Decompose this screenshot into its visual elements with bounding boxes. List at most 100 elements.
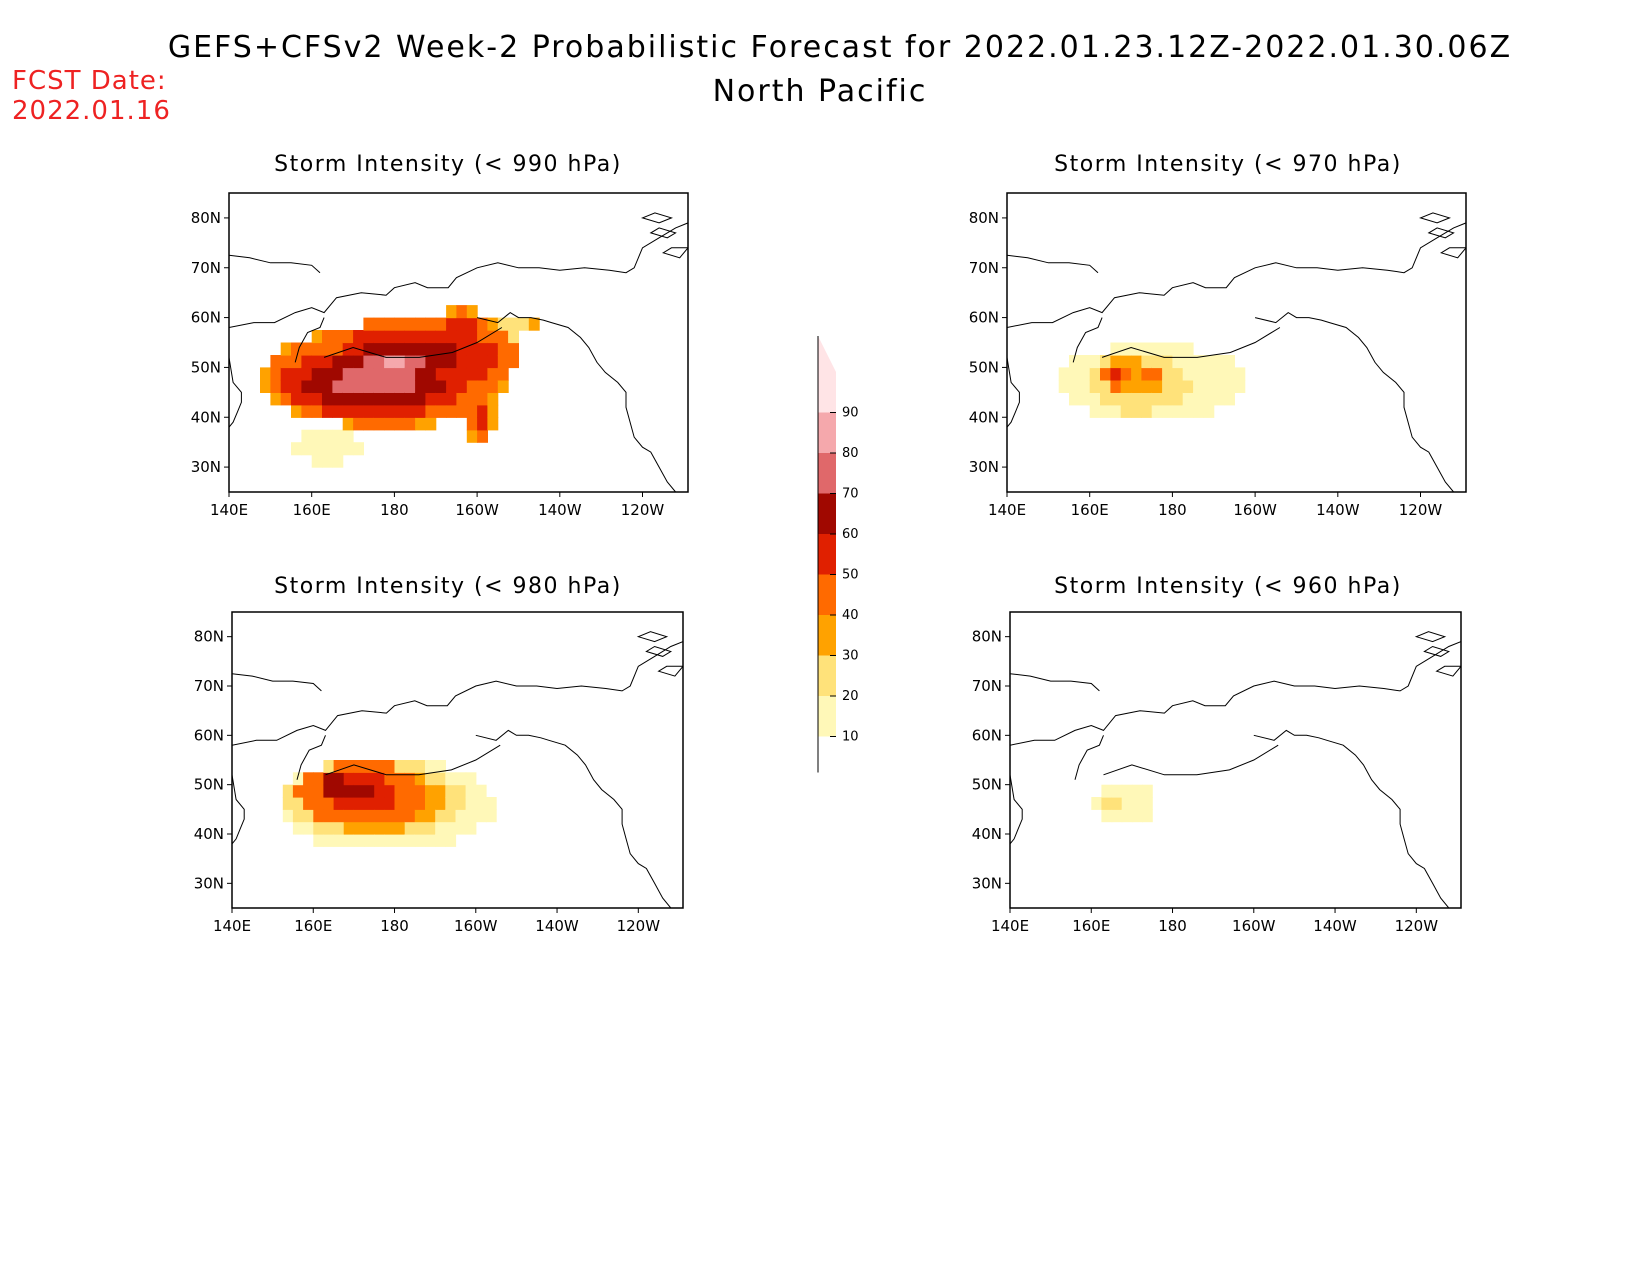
- probability-cell: [394, 342, 406, 356]
- probability-cell: [270, 355, 282, 369]
- probability-cell: [404, 355, 416, 369]
- probability-cell: [477, 429, 488, 443]
- probability-cell: [1182, 355, 1194, 369]
- probability-cell: [404, 342, 416, 356]
- probability-cell: [435, 834, 446, 847]
- probability-cell: [1120, 404, 1132, 418]
- probability-cell: [1079, 355, 1091, 369]
- probability-cell: [282, 809, 294, 823]
- probability-cell: [455, 809, 467, 823]
- probability-cell: [466, 379, 478, 393]
- probability-cell: [353, 417, 364, 431]
- probability-cell: [1058, 367, 1070, 381]
- probability-cell: [374, 809, 385, 823]
- lat-tick-label: 50N: [969, 358, 999, 376]
- probability-cell: [373, 317, 385, 331]
- probability-cell: [303, 772, 314, 786]
- coastlines: [1007, 212, 1466, 492]
- probability-cell: [1213, 355, 1225, 369]
- probability-cell: [280, 367, 292, 381]
- probability-cell: [373, 342, 385, 356]
- probability-cell: [1141, 379, 1153, 393]
- probability-cell: [497, 317, 509, 331]
- probability-cell: [1069, 392, 1080, 406]
- probability-cell: [353, 784, 365, 798]
- probability-cell: [528, 317, 540, 331]
- probability-cell: [404, 809, 416, 823]
- lon-tick-label: 160W: [455, 501, 499, 519]
- probability-cell: [404, 317, 416, 331]
- probability-cell: [394, 367, 406, 381]
- probability-cell: [414, 784, 426, 798]
- map-panel-960: 80N 70N 60N 50N 40N 30N 140E 160E 180 160W 140W 120…: [972, 611, 1462, 935]
- probability-cell: [322, 429, 333, 443]
- probability-cell: [425, 317, 437, 331]
- lon-tick-label: 120W: [617, 917, 661, 935]
- probability-cell: [425, 760, 436, 773]
- probability-cell: [1151, 367, 1163, 381]
- lat-tick-label: 30N: [191, 458, 221, 476]
- probability-cell: [1110, 342, 1122, 356]
- probability-cell: [363, 317, 375, 331]
- probability-cell: [466, 404, 478, 418]
- probability-cell: [363, 355, 375, 369]
- probability-cell: [1089, 355, 1101, 369]
- probability-cell: [333, 797, 345, 810]
- probability-cell: [1141, 342, 1153, 356]
- probability-cell: [455, 797, 467, 810]
- coastline: [1074, 735, 1104, 780]
- probability-cell: [332, 454, 344, 468]
- probability-cell: [466, 330, 478, 344]
- probability-cell: [1120, 392, 1132, 406]
- probability-cell: [270, 392, 282, 406]
- probability-cell: [342, 417, 354, 431]
- map-frame: [1009, 611, 1462, 909]
- probability-cell: [342, 367, 354, 381]
- probability-cell: [1172, 404, 1184, 418]
- probability-cell: [1182, 404, 1194, 418]
- lat-tick-label: 70N: [969, 259, 999, 277]
- probability-cell: [353, 821, 365, 835]
- probability-cell: [456, 404, 468, 418]
- probability-cell: [292, 809, 304, 823]
- map-frame: [231, 611, 684, 909]
- map-panel-990: 80N 70N 60N 50N 40N 30N 140E 160E 180 160W 140W 120…: [191, 192, 689, 519]
- probability-cell: [435, 821, 446, 835]
- probability-cell: [301, 429, 313, 443]
- probability-cell: [1213, 379, 1225, 393]
- probability-cell: [404, 772, 416, 786]
- probability-cell: [343, 809, 355, 823]
- probability-cell: [477, 417, 488, 431]
- probability-cell: [332, 379, 344, 393]
- probability-cell: [301, 404, 313, 418]
- probability-cell: [291, 342, 302, 356]
- probability-cell: [394, 317, 406, 331]
- lon-tick-label: 160E: [1071, 501, 1109, 519]
- probability-cell: [384, 760, 396, 773]
- probability-cell: [465, 772, 477, 786]
- probability-cell: [497, 355, 509, 369]
- coastline: [1007, 357, 1020, 453]
- probability-cell: [1203, 404, 1215, 418]
- coastline: [296, 735, 326, 780]
- island-outline: [645, 645, 673, 657]
- colorbar-segment: [818, 453, 836, 494]
- probability-cell: [1182, 367, 1194, 381]
- probability-cell: [384, 330, 395, 344]
- probability-cell: [323, 772, 335, 786]
- probability-cell: [303, 821, 314, 835]
- probability-cell: [477, 355, 488, 369]
- island-outline: [1423, 645, 1451, 657]
- probability-cell: [394, 404, 406, 418]
- probability-cell: [343, 821, 355, 835]
- probability-cell: [311, 392, 323, 406]
- coastline: [1010, 673, 1100, 692]
- lat-tick-label: 70N: [972, 677, 1002, 695]
- lon-tick-label: 140W: [1316, 501, 1360, 519]
- probability-cell: [425, 797, 436, 810]
- probability-cell: [363, 392, 375, 406]
- probability-cell: [384, 404, 395, 418]
- probability-cell: [1182, 379, 1194, 393]
- probability-cell: [404, 760, 416, 773]
- probability-cell: [1131, 379, 1142, 393]
